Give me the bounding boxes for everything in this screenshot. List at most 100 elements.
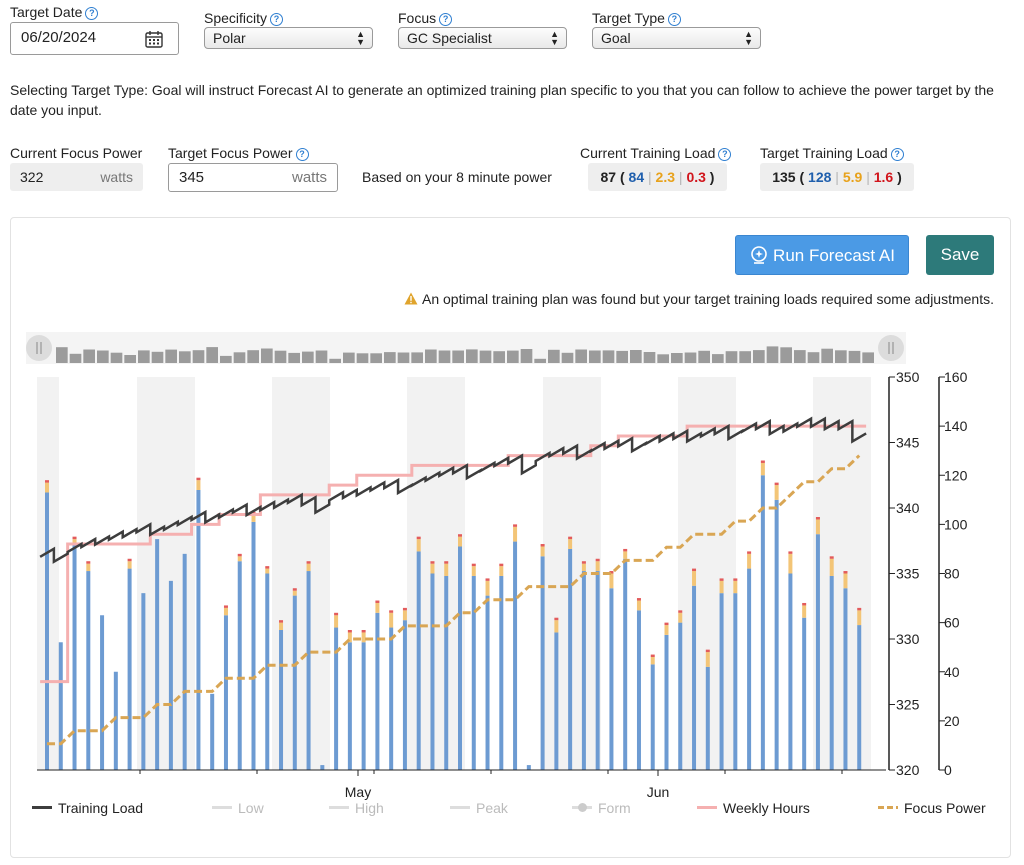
target-date-input[interactable]: 06/20/2024 [10, 22, 179, 55]
target-type-select[interactable]: Goal ▲ ▼ [592, 27, 761, 49]
target-power-input[interactable]: 345 watts [168, 163, 338, 192]
navigator-bar [725, 351, 738, 363]
bar-peak [678, 610, 683, 613]
bar-high [430, 563, 435, 574]
help-icon[interactable]: ? [295, 148, 309, 161]
bar-peak [719, 578, 724, 581]
bar-peak [747, 551, 752, 554]
bar-high [788, 553, 793, 574]
bar-low [168, 580, 173, 770]
navigator-bar [315, 350, 328, 363]
focus-select[interactable]: GC Specialist ▲ ▼ [398, 27, 567, 49]
navigator-bar [206, 347, 218, 363]
bar-low [320, 765, 325, 770]
bar-low [581, 571, 586, 770]
bar-high [196, 480, 201, 490]
bar-low [306, 571, 311, 770]
bar-high [733, 580, 738, 594]
legend-focus-power[interactable]: Focus Power [878, 800, 986, 816]
bar-peak [499, 563, 504, 567]
bar-low [623, 558, 628, 770]
bar-low [650, 664, 655, 770]
navigator-bar [274, 350, 287, 363]
help-icon[interactable]: ? [85, 7, 99, 20]
navigator-bar [807, 352, 820, 363]
bar-peak [127, 558, 132, 562]
help-icon[interactable]: ? [667, 13, 681, 26]
bar-high [72, 539, 77, 545]
help-icon[interactable]: ? [718, 148, 732, 161]
navigator-bar [397, 352, 410, 363]
current-load-label: Current Training Load? [580, 145, 732, 161]
help-icon[interactable]: ? [439, 13, 453, 26]
navigator-bar [493, 351, 505, 363]
navigator-bar [548, 349, 560, 363]
help-icon[interactable]: ? [270, 13, 284, 26]
calendar-icon[interactable] [144, 29, 164, 49]
bar-high [664, 625, 669, 635]
bar-low [416, 551, 421, 770]
bar-peak [650, 654, 655, 658]
bar-high [361, 632, 366, 643]
bar-peak [444, 561, 449, 564]
specificity-select[interactable]: Polar ▲ ▼ [204, 27, 373, 49]
bar-peak [389, 610, 394, 613]
bar-low [857, 625, 862, 770]
navigator-bar [766, 346, 779, 363]
bar-peak [568, 536, 573, 540]
navigator-bar [124, 355, 136, 363]
load-axis-label: 160 [944, 369, 968, 385]
bar-high [306, 563, 311, 572]
weekly-hours-line [40, 424, 867, 684]
bar-low [361, 642, 366, 770]
bar-low [678, 622, 683, 770]
bar-peak [223, 605, 228, 608]
navigator-left-handle[interactable] [26, 335, 52, 361]
bar-high [45, 482, 49, 493]
legend-low[interactable]: Low [212, 800, 264, 816]
bar-low [595, 571, 600, 770]
run-forecast-button[interactable]: Run Forecast AI [735, 235, 909, 275]
bar-high [279, 622, 284, 630]
select-arrows-icon: ▲ ▼ [550, 29, 559, 47]
legend-peak[interactable]: Peak [450, 800, 508, 816]
power-basis-text: Based on your 8 minute power [362, 169, 552, 185]
x-axis-label: May [345, 784, 371, 800]
bar-low [554, 632, 559, 770]
legend-high[interactable]: High [329, 800, 384, 816]
bar-peak [829, 556, 834, 559]
bar-low [747, 568, 752, 770]
bar-low [815, 534, 820, 770]
navigator-bar [561, 352, 574, 363]
bar-peak [361, 629, 366, 633]
power-axis-label: 340 [896, 500, 920, 516]
legend-form[interactable]: Form [572, 800, 631, 816]
navigator-right-handle[interactable] [878, 335, 904, 361]
navigator-bar [602, 350, 615, 363]
save-button[interactable]: Save [926, 235, 994, 275]
power-axis-label: 330 [896, 631, 920, 647]
bar-high [416, 539, 421, 552]
navigator-bar [247, 350, 259, 363]
bar-peak [45, 480, 49, 483]
bar-high [389, 612, 394, 628]
bar-high [223, 607, 228, 616]
legend-weekly-hours[interactable]: Weekly Hours [697, 800, 810, 816]
navigator-bar [739, 351, 751, 363]
bar-high [334, 615, 339, 628]
help-icon[interactable]: ? [890, 148, 904, 161]
navigator-bar [821, 348, 833, 363]
forecast-ai-icon [751, 246, 767, 264]
bar-peak [692, 568, 697, 572]
range-navigator[interactable] [26, 332, 906, 364]
load-axis-label: 140 [944, 418, 968, 434]
current-load-value: 87 ( 84 | 2.3 | 0.3 ) [588, 163, 727, 191]
bar-low [251, 521, 256, 770]
bar-high [499, 566, 504, 576]
legend-swatch [32, 806, 52, 809]
bar-peak [843, 571, 848, 574]
legend-training-load[interactable]: Training Load [32, 800, 143, 816]
bar-low [485, 595, 490, 770]
legend-swatch [572, 803, 592, 812]
bar-high [857, 610, 862, 626]
